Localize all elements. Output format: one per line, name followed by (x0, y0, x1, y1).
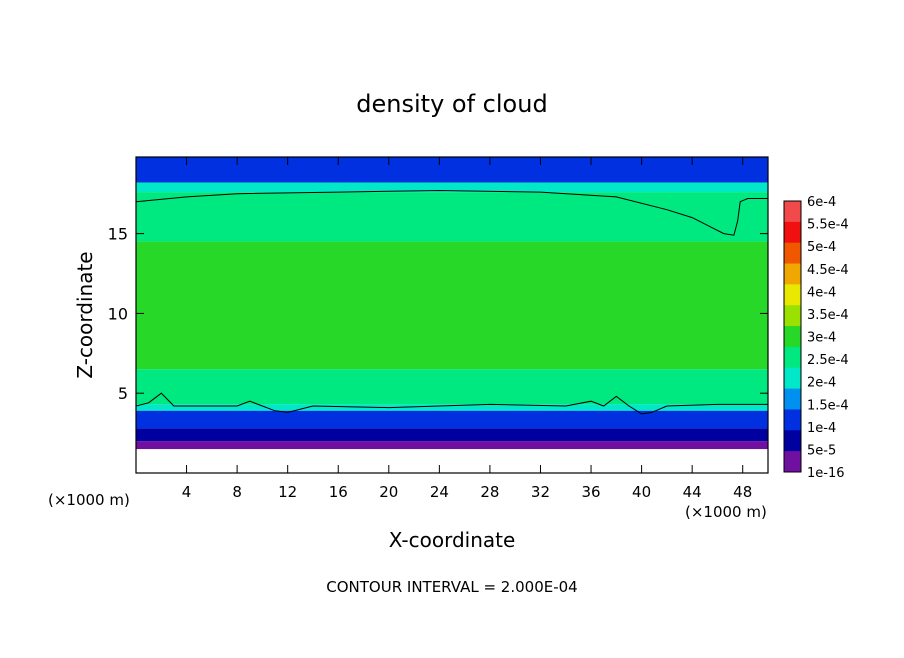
colorbar-label: 4e-4 (807, 285, 836, 300)
plot-frame (135, 156, 769, 474)
x-tick-label: 36 (581, 483, 600, 501)
density-band (136, 182, 768, 193)
x-axis-label: X-coordinate (389, 528, 516, 552)
x-tick-label: 20 (379, 483, 398, 501)
colorbar-label: 2e-4 (807, 376, 836, 391)
density-band (136, 157, 768, 183)
contour-line-lower (136, 392, 768, 415)
colorbar-swatch (784, 242, 801, 265)
density-band (136, 192, 768, 242)
density-band (136, 441, 768, 450)
colorbar-label: 5e-5 (807, 443, 836, 458)
x-unit-right: (×1000 m) (685, 503, 767, 521)
colorbar-swatch (784, 388, 801, 410)
colorbar-frame (783, 200, 802, 473)
x-axis: 4 8 12 16 20 24 28 32 36 40 44 48 (182, 157, 752, 501)
density-band (136, 428, 768, 442)
x-tick-label: 4 (182, 483, 192, 501)
colorbar-swatch (784, 305, 801, 327)
colorbar-label: 5.5e-4 (807, 218, 849, 233)
colorbar-swatch (784, 326, 801, 348)
x-tick-label: 44 (683, 483, 702, 501)
density-band (136, 410, 768, 429)
y-axis-label: Z-coordinate (73, 251, 97, 378)
colorbar-label: 4.5e-4 (807, 263, 849, 278)
x-tick-label: 28 (480, 483, 499, 501)
colorbar-swatch (784, 221, 801, 244)
x-tick-label: 8 (232, 483, 242, 501)
colorbar-label: 2.5e-4 (807, 353, 849, 368)
colorbar-swatch (784, 451, 801, 473)
chart-title: density of cloud (356, 90, 547, 118)
colorbar-label: 3e-4 (807, 331, 836, 346)
x-tick-label: 48 (733, 483, 752, 501)
y-axis: 5 10 15 (108, 225, 768, 403)
colorbar-swatch (784, 284, 801, 306)
colorbar-swatch (784, 409, 801, 431)
contour-interval-note: CONTOUR INTERVAL = 2.000E-04 (326, 578, 577, 596)
colorbar-label: 6e-4 (807, 195, 836, 210)
density-band (136, 241, 768, 370)
colorbar-swatch (784, 346, 801, 369)
contour-line-upper (136, 189, 768, 236)
x-tick-label: 40 (632, 483, 651, 501)
colorbar-label: 5e-4 (807, 240, 836, 255)
colorbar-swatch (784, 367, 801, 390)
colorbar: 6e-4 5.5e-4 5e-4 4.5e-4 4e-4 3.5e-4 3e-4 2.5e-4… (783, 195, 849, 481)
colorbar-swatch (784, 263, 801, 285)
colorbar-swatch (784, 201, 801, 223)
y-tick-label: 5 (118, 384, 128, 403)
y-tick-label: 15 (108, 225, 128, 244)
x-tick-label: 12 (278, 483, 297, 501)
plot-area (136, 157, 768, 450)
density-band (136, 404, 768, 411)
density-band (136, 369, 768, 405)
colorbar-label: 1e-4 (807, 421, 836, 436)
colorbar-label: 1.5e-4 (807, 398, 849, 413)
colorbar-label: 3.5e-4 (807, 308, 849, 323)
x-unit-left: (×1000 m) (48, 491, 130, 509)
x-tick-label: 32 (531, 483, 550, 501)
y-tick-label: 10 (108, 304, 128, 323)
x-tick-label: 16 (329, 483, 348, 501)
colorbar-label: 1e-16 (807, 466, 845, 481)
x-tick-label: 24 (430, 483, 449, 501)
colorbar-swatch (784, 430, 801, 452)
